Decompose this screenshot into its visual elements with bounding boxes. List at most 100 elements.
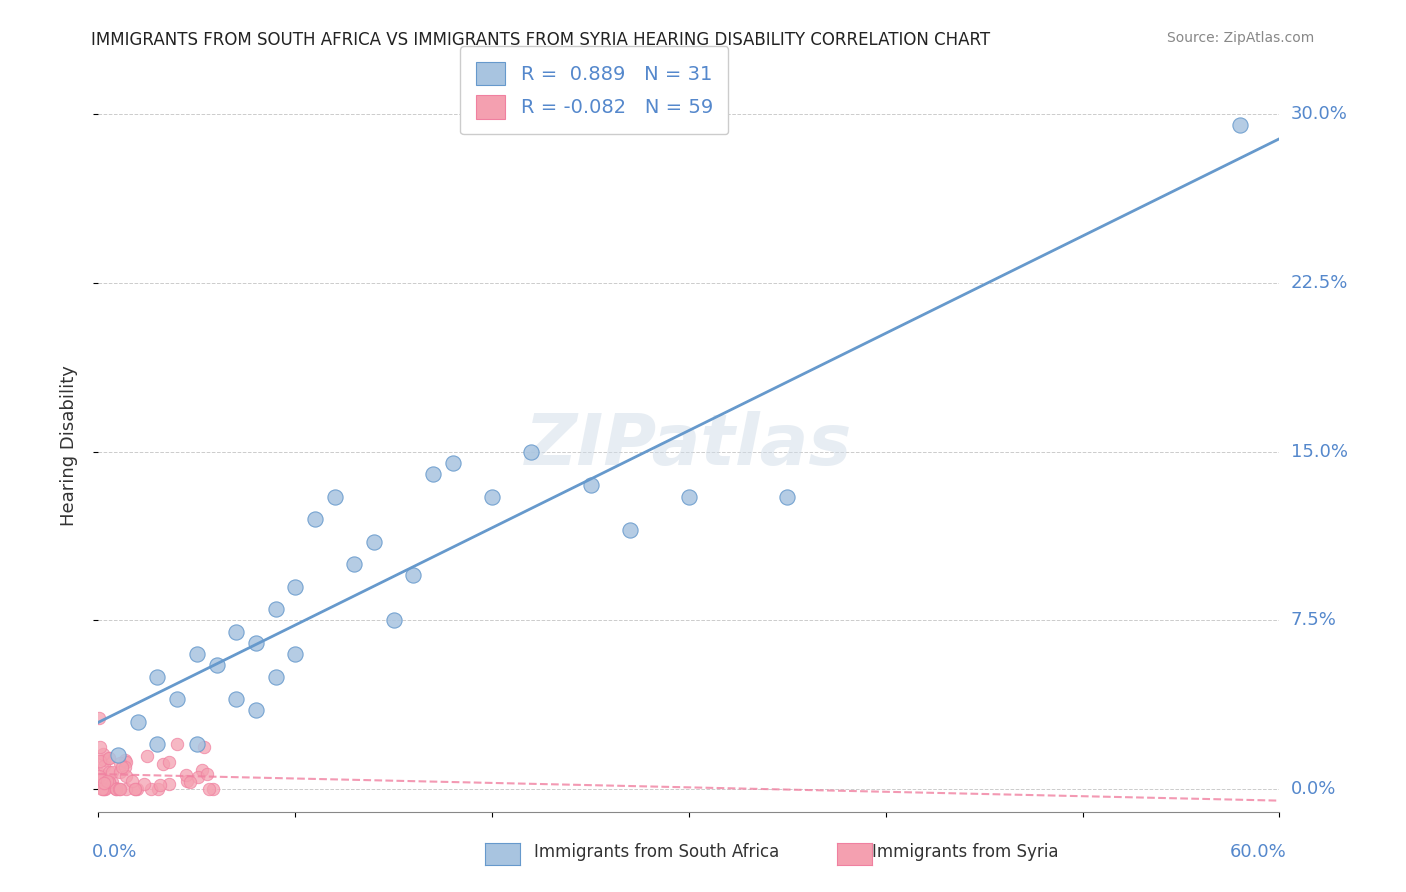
Point — [1229, 118, 1251, 132]
Text: 30.0%: 30.0% — [1291, 105, 1347, 123]
Point — [481, 490, 503, 504]
Text: 22.5%: 22.5% — [1291, 274, 1348, 292]
Point — [97, 775, 120, 789]
Point — [127, 781, 149, 796]
Point — [93, 758, 115, 772]
Text: Immigrants from Syria: Immigrants from Syria — [872, 843, 1059, 861]
Point — [114, 755, 136, 769]
Point — [108, 765, 131, 780]
Point — [93, 782, 115, 797]
Point — [225, 624, 247, 639]
Point — [186, 737, 208, 751]
Point — [284, 647, 307, 661]
Legend: R =  0.889   N = 31, R = -0.082   N = 59: R = 0.889 N = 31, R = -0.082 N = 59 — [460, 46, 728, 135]
Text: Source: ZipAtlas.com: Source: ZipAtlas.com — [1167, 31, 1315, 45]
Point — [520, 444, 543, 458]
Point — [284, 580, 307, 594]
Point — [115, 769, 138, 783]
Point — [97, 764, 120, 779]
Text: 15.0%: 15.0% — [1291, 442, 1347, 460]
Point — [89, 767, 111, 781]
Point — [225, 692, 247, 706]
Point — [304, 512, 326, 526]
Point — [98, 751, 121, 765]
Point — [678, 490, 700, 504]
Point — [107, 782, 129, 797]
Point — [110, 756, 132, 771]
Point — [124, 782, 146, 797]
Point — [93, 776, 115, 790]
Point — [121, 773, 143, 788]
Point — [245, 703, 267, 717]
Point — [93, 782, 115, 797]
Point — [136, 748, 159, 763]
Point — [422, 467, 444, 482]
Point — [191, 764, 214, 778]
Point — [174, 768, 197, 782]
Point — [141, 782, 163, 797]
Point — [776, 490, 799, 504]
Point — [193, 739, 215, 754]
Point — [343, 557, 366, 571]
Point — [619, 524, 641, 538]
Point — [110, 782, 132, 797]
Point — [264, 602, 287, 616]
Point — [201, 782, 224, 797]
Point — [179, 775, 201, 789]
Point — [114, 760, 136, 774]
Point — [105, 782, 128, 797]
Point — [98, 775, 121, 789]
Point — [110, 760, 132, 774]
Point — [115, 782, 138, 797]
Point — [382, 614, 405, 628]
Point — [198, 782, 221, 797]
Point — [89, 754, 111, 768]
Point — [104, 782, 127, 797]
Point — [96, 774, 118, 789]
Point — [104, 780, 127, 795]
Point — [91, 782, 114, 797]
Point — [186, 647, 208, 661]
Text: 60.0%: 60.0% — [1230, 843, 1286, 861]
Point — [91, 747, 114, 761]
Text: 0.0%: 0.0% — [91, 843, 136, 861]
Text: 0.0%: 0.0% — [1291, 780, 1336, 798]
Point — [89, 739, 111, 754]
Point — [579, 478, 602, 492]
Point — [176, 774, 198, 789]
Point — [93, 753, 115, 767]
Point — [146, 737, 169, 751]
Point — [97, 751, 120, 765]
Point — [363, 534, 385, 549]
Point — [264, 670, 287, 684]
Point — [90, 772, 112, 786]
Point — [149, 778, 172, 792]
Y-axis label: Hearing Disability: Hearing Disability — [59, 366, 77, 526]
Point — [152, 756, 174, 771]
Point — [89, 769, 111, 783]
Text: ZIPatlas: ZIPatlas — [526, 411, 852, 481]
Point — [94, 782, 117, 797]
Point — [323, 490, 346, 504]
Point — [195, 767, 218, 781]
Point — [166, 692, 188, 706]
Text: Immigrants from South Africa: Immigrants from South Africa — [534, 843, 779, 861]
Point — [187, 771, 209, 785]
Point — [132, 777, 155, 791]
Point — [107, 748, 129, 763]
Point — [441, 456, 464, 470]
Point — [93, 776, 115, 790]
Text: IMMIGRANTS FROM SOUTH AFRICA VS IMMIGRANTS FROM SYRIA HEARING DISABILITY CORRELA: IMMIGRANTS FROM SOUTH AFRICA VS IMMIGRAN… — [91, 31, 990, 49]
Point — [166, 737, 188, 751]
Point — [157, 756, 180, 770]
Point — [101, 775, 124, 789]
Point — [205, 658, 228, 673]
Point — [87, 710, 110, 724]
Point — [146, 781, 169, 796]
Point — [245, 636, 267, 650]
Point — [127, 714, 149, 729]
Text: 7.5%: 7.5% — [1291, 611, 1337, 630]
Point — [114, 754, 136, 768]
Point — [157, 777, 180, 791]
Point — [124, 782, 146, 797]
